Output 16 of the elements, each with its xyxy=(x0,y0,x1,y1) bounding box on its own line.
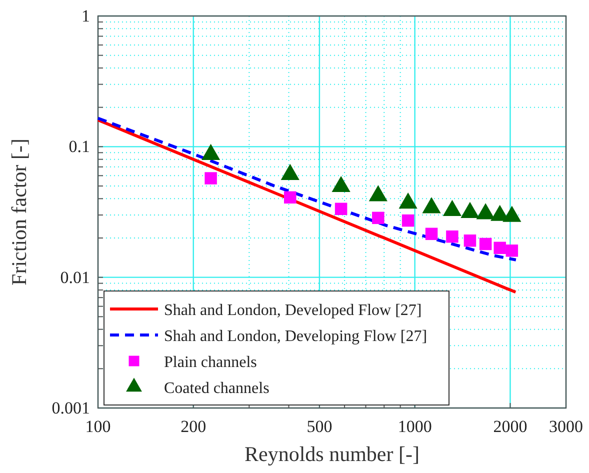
x-tick-label: 1000 xyxy=(398,417,432,436)
legend-label: Coated channels xyxy=(164,380,270,397)
x-tick-label: 3000 xyxy=(549,417,583,436)
x-tick-label: 500 xyxy=(306,417,332,436)
x-axis-title: Reynolds number [-] xyxy=(244,442,420,466)
y-tick-label: 0.1 xyxy=(68,137,90,156)
x-tick-label: 200 xyxy=(180,417,206,436)
legend-label: Shah and London, Developing Flow [27] xyxy=(164,328,428,345)
legend-label: Plain channels xyxy=(164,354,257,371)
x-tick-label: 2000 xyxy=(493,417,528,436)
x-tick-label: 100 xyxy=(85,417,111,436)
legend-label: Shah and London, Developed Flow [27] xyxy=(164,302,422,319)
y-tick-label: 1 xyxy=(82,6,90,26)
y-tick-label: 0.001 xyxy=(52,398,90,418)
y-axis-title: Friction factor [-] xyxy=(7,138,31,286)
y-tick-label: 0.01 xyxy=(60,268,90,287)
